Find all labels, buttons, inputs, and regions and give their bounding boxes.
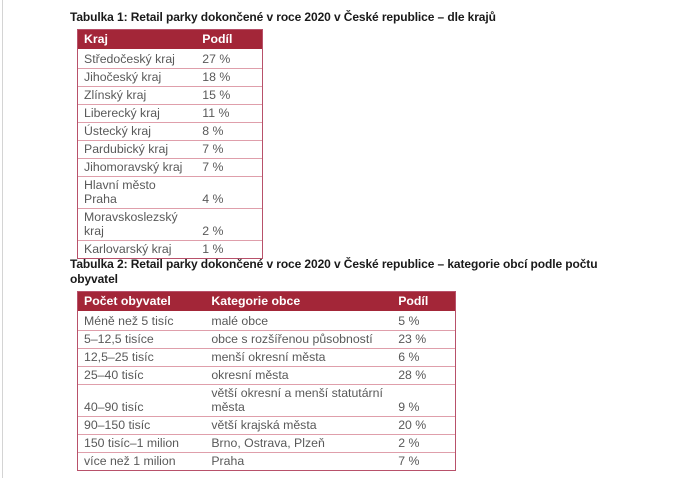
table-row: Hlavní město Praha 4 %: [78, 177, 262, 209]
table-header-row: Kraj Podíl: [78, 30, 262, 51]
region-cell: Středočeský kraj: [78, 51, 197, 69]
region-cell: Ústecký kraj: [78, 123, 197, 141]
category-cell: Praha: [211, 454, 245, 468]
category-cell: malé obce: [205, 313, 393, 331]
table-row: Karlovarský kraj 1 %: [78, 241, 262, 258]
column-header-kategorie-obce: Kategorie obce: [205, 292, 393, 313]
share-cell: 7 %: [398, 454, 420, 468]
population-cell: 40–90 tisíc: [78, 385, 206, 417]
category-cell: menší okresní města: [205, 349, 393, 367]
category-cell: větší okresní a menší statutární města: [205, 385, 393, 417]
share-cell: 2 %: [392, 435, 455, 453]
share-cell: 6 %: [392, 349, 455, 367]
share-cell: 7 %: [196, 159, 262, 177]
retail-parks-by-region-table: Kraj Podíl Středočeský kraj 27 % Jihočesk…: [77, 29, 263, 259]
table-row: Pardubický kraj 7 %: [78, 141, 262, 159]
share-cell: 9 %: [392, 385, 455, 417]
table1-title: Tabulka 1: Retail parky dokončené v roce…: [70, 10, 496, 24]
category-cell: Brno, Ostrava, Plzeň: [205, 435, 393, 453]
share-cell: 8 %: [196, 123, 262, 141]
table-row: Méně než 5 tisíc malé obce 5 %: [78, 313, 455, 331]
population-cell: více než 1 milion: [84, 454, 176, 468]
table-row: 90–150 tisíc větší krajská města 20 %: [78, 417, 455, 435]
region-cell: Moravskoslezský kraj: [78, 209, 197, 241]
table-row: více než 1 milion Praha 7 %: [78, 453, 455, 470]
table2-title-line1: Tabulka 2: Retail parky dokončené v roce…: [70, 257, 598, 271]
table-row: Jihočeský kraj 18 %: [78, 69, 262, 87]
category-cell: větší krajská města: [205, 417, 393, 435]
column-header-pocet-obyvatel: Počet obyvatel: [78, 292, 206, 313]
table2-title: Tabulka 2: Retail parky dokončené v roce…: [70, 257, 670, 287]
table-row: 40–90 tisíc větší okresní a menší statutá…: [78, 385, 455, 417]
share-cell: 18 %: [196, 69, 262, 87]
region-cell: Zlínský kraj: [78, 87, 197, 105]
table-row: Středočeský kraj 27 %: [78, 51, 262, 69]
table-row: Liberecký kraj 11 %: [78, 105, 262, 123]
population-cell: 12,5–25 tisíc: [78, 349, 206, 367]
column-header-kraj: Kraj: [78, 30, 197, 51]
share-cell: 28 %: [392, 367, 455, 385]
table-row: Ústecký kraj 8 %: [78, 123, 262, 141]
share-cell: 20 %: [392, 417, 455, 435]
population-cell: 90–150 tisíc: [78, 417, 206, 435]
column-header-podil: Podíl: [196, 30, 262, 51]
table-row: 150 tisíc–1 milion Brno, Ostrava, Plzeň 2 …: [78, 435, 455, 453]
share-cell: 7 %: [196, 141, 262, 159]
population-cell: 25–40 tisíc: [78, 367, 206, 385]
population-cell: Méně než 5 tisíc: [78, 313, 206, 331]
category-cell: okresní města: [205, 367, 393, 385]
category-cell: obce s rozšířenou působností: [205, 331, 393, 349]
page-edge-line: [2, 0, 3, 478]
share-cell: 23 %: [392, 331, 455, 349]
share-cell: 15 %: [196, 87, 262, 105]
table-row: Zlínský kraj 15 %: [78, 87, 262, 105]
region-cell: Jihomoravský kraj: [78, 159, 197, 177]
share-cell: 1 %: [202, 242, 224, 256]
share-cell: 5 %: [392, 313, 455, 331]
table-row: 12,5–25 tisíc menší okresní města 6 %: [78, 349, 455, 367]
share-cell: 11 %: [196, 105, 262, 123]
population-cell: 5–12,5 tisíce: [78, 331, 206, 349]
table2-title-line2: obyvatel: [70, 272, 118, 286]
region-cell: Hlavní město Praha: [78, 177, 197, 209]
table-header-row: Počet obyvatel Kategorie obce Podíl: [78, 292, 455, 313]
share-cell: 27 %: [196, 51, 262, 69]
population-cell: 150 tisíc–1 milion: [78, 435, 206, 453]
table-row: Moravskoslezský kraj 2 %: [78, 209, 262, 241]
column-header-podil: Podíl: [392, 292, 455, 313]
retail-parks-by-municipality-table: Počet obyvatel Kategorie obce Podíl Méně…: [77, 291, 456, 471]
table-row: Jihomoravský kraj 7 %: [78, 159, 262, 177]
region-cell: Jihočeský kraj: [78, 69, 197, 87]
share-cell: 4 %: [196, 177, 262, 209]
table-row: 5–12,5 tisíce obce s rozšířenou působnost…: [78, 331, 455, 349]
share-cell: 2 %: [196, 209, 262, 241]
region-cell: Pardubický kraj: [78, 141, 197, 159]
region-cell: Liberecký kraj: [78, 105, 197, 123]
region-cell: Karlovarský kraj: [84, 242, 172, 256]
table-row: 25–40 tisíc okresní města 28 %: [78, 367, 455, 385]
